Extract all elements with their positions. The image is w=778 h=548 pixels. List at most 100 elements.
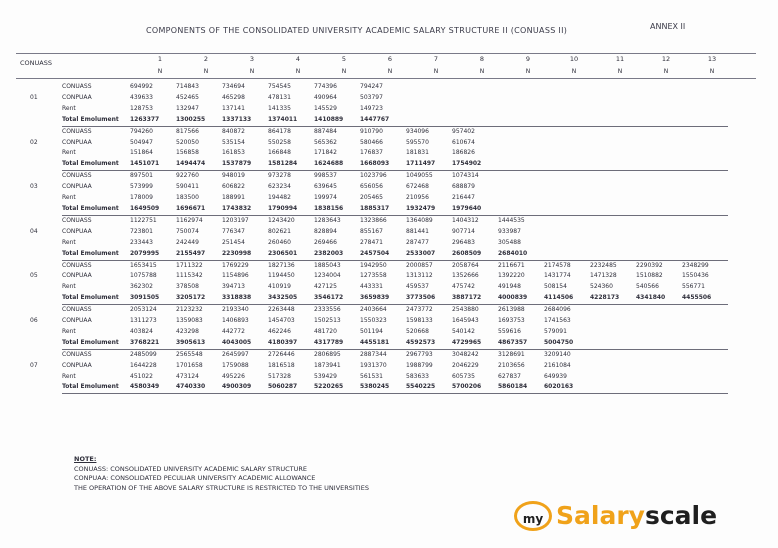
table-cell: 565362 (314, 138, 337, 146)
table-cell: 1701658 (176, 361, 203, 369)
table-cell: 1769229 (222, 261, 249, 269)
column-unit: N (479, 68, 485, 75)
table-cell (544, 114, 590, 127)
table-cell: 3128691 (498, 350, 525, 358)
table-row: CONUASS 2485099 2565548 2645997 2726446 28068… (30, 349, 728, 360)
table-cell: 1668093 (360, 159, 406, 172)
logo-badge: my (514, 501, 552, 531)
table-cell: 1741563 (544, 317, 571, 325)
table-cell (498, 193, 544, 204)
table-cell: 1359083 (176, 317, 203, 325)
table-cell: 1023796 (360, 172, 387, 180)
table-cell: 610674 (452, 138, 475, 146)
grade-code (30, 204, 62, 215)
row-label: CONPUAA (62, 272, 92, 280)
table-cell: 934096 (406, 127, 429, 135)
column-unit: N (525, 68, 531, 75)
table-cell (682, 138, 728, 149)
table-cell: 1550436 (682, 272, 709, 280)
table-cell: 1352666 (452, 272, 479, 280)
table-cell (636, 382, 682, 395)
row-label: Rent (62, 149, 76, 157)
row-label: CONUASS (62, 172, 92, 180)
table-row: 05 CONPUAA 1075788 1115342 1154896 1194450 123… (30, 271, 728, 282)
table-cell: 3768221 (130, 337, 176, 350)
grade-code: 04 (30, 227, 38, 235)
table-cell (590, 138, 636, 149)
table-cell: 714843 (176, 83, 199, 90)
table-cell (544, 82, 590, 93)
column-number: 10 (569, 55, 579, 63)
table-cell: 1942950 (360, 261, 387, 269)
table-cell: 897501 (130, 172, 153, 180)
table-cell: 5004750 (544, 337, 590, 350)
table-cell: 887484 (314, 127, 337, 135)
table-cell: 573999 (130, 183, 153, 191)
header-bottom-rule (16, 78, 756, 79)
table-cell: 462246 (268, 327, 291, 335)
table-cell: 754545 (268, 83, 291, 90)
table-cell: 5380245 (360, 382, 406, 395)
table-cell (544, 227, 590, 238)
table-cell (590, 305, 636, 316)
table-cell: 3887172 (452, 293, 498, 306)
table-cell: 1827136 (268, 261, 295, 269)
table-cell: 2645997 (222, 350, 249, 358)
table-cell: 957402 (452, 127, 475, 135)
row-label: Total Emolument (62, 293, 130, 306)
row-label: Total Emolument (62, 337, 130, 350)
grade-code: 03 (30, 183, 38, 191)
table-cell: 1645943 (452, 317, 479, 325)
row-label: Rent (62, 372, 76, 380)
table-cell (590, 93, 636, 104)
grade-code (30, 215, 62, 226)
table-cell (636, 327, 682, 338)
table-cell: 465298 (222, 93, 245, 101)
table-cell: 1649509 (130, 203, 176, 216)
table-cell: 4228173 (590, 293, 636, 306)
table-cell (682, 382, 728, 395)
table-cell: 2000857 (406, 261, 433, 269)
row-label: Rent (62, 104, 76, 112)
grade-code (30, 171, 62, 182)
table-cell: 1374011 (268, 114, 314, 127)
table-cell: 520668 (406, 327, 429, 335)
table-cell (636, 126, 682, 137)
table-cell: 1979640 (452, 203, 498, 216)
table-cell: 1074314 (452, 172, 479, 180)
column-unit: N (295, 68, 301, 75)
table-cell: 2967793 (406, 350, 433, 358)
table-cell: 794247 (360, 83, 383, 90)
table-row: Total Emolument 1263377 1300255 1337133 1374… (30, 114, 728, 127)
table-cell (544, 182, 590, 193)
row-label: Total Emolument (62, 114, 130, 127)
row-label: Rent (62, 327, 76, 335)
table-cell (636, 372, 682, 383)
row-label: CONPUAA (62, 317, 92, 325)
table-cell (590, 104, 636, 115)
table-cell: 210956 (406, 194, 429, 202)
table-cell: 2485099 (130, 350, 157, 358)
table-cell: 1049055 (406, 172, 433, 180)
table-cell (636, 148, 682, 159)
table-cell: 1406893 (222, 317, 249, 325)
table-cell: 296483 (452, 238, 475, 246)
salary-table: CONUASS 694992 714843 734694 754545 774396 794… (30, 82, 728, 395)
grade-code (30, 115, 62, 126)
table-row: Rent 151864 156858 161853 166848 171842 176837… (30, 148, 728, 159)
table-cell: 151864 (130, 149, 153, 157)
row-label: Rent (62, 283, 76, 291)
table-row: Rent 178009 183500 188991 194482 199974 205465… (30, 193, 728, 204)
column-number: 11 (615, 55, 625, 63)
table-cell: 443331 (360, 283, 383, 291)
table-cell: 3091505 (130, 293, 176, 306)
note-line: CONUASS: CONSOLIDATED UNIVERSITY ACADEMI… (74, 464, 308, 473)
grade-code (30, 382, 62, 393)
table-cell: 2116671 (498, 261, 525, 269)
table-row: CONUASS 897501 922760 948019 973278 998537 102… (30, 171, 728, 182)
table-cell (682, 93, 728, 104)
table-cell: 2565548 (176, 350, 203, 358)
conuass-column-label: CONUASS (20, 59, 52, 67)
table-cell (636, 305, 682, 316)
table-cell: 3546172 (314, 293, 360, 306)
